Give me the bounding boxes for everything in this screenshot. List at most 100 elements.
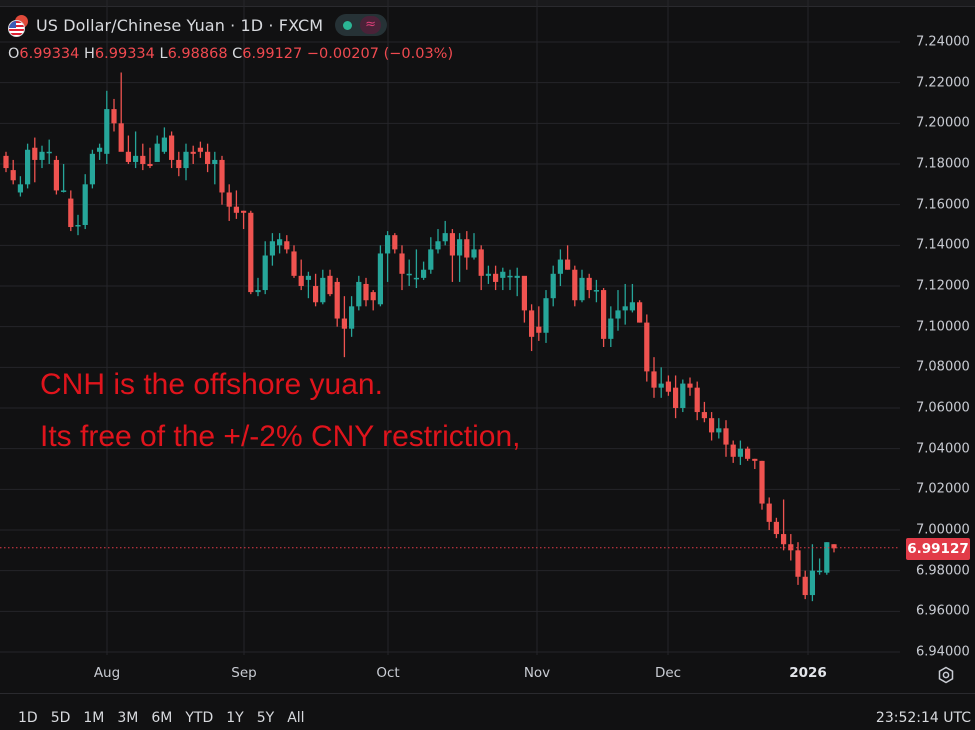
candle[interactable] bbox=[10, 159, 16, 185]
candle[interactable] bbox=[442, 220, 448, 246]
candle[interactable] bbox=[701, 401, 707, 423]
candle[interactable] bbox=[349, 296, 355, 337]
candle[interactable] bbox=[557, 249, 563, 286]
candle[interactable] bbox=[629, 283, 635, 313]
candle[interactable] bbox=[284, 235, 290, 254]
candle[interactable] bbox=[147, 147, 153, 169]
candle[interactable] bbox=[176, 151, 182, 177]
candle[interactable] bbox=[370, 290, 376, 311]
candle[interactable] bbox=[680, 379, 686, 413]
candle[interactable] bbox=[809, 544, 815, 602]
candle[interactable] bbox=[183, 143, 189, 181]
candle[interactable] bbox=[817, 558, 823, 575]
candle[interactable] bbox=[255, 277, 261, 297]
candle[interactable] bbox=[615, 290, 621, 331]
candle[interactable] bbox=[788, 534, 794, 561]
candle[interactable] bbox=[457, 233, 463, 282]
candle[interactable] bbox=[385, 231, 391, 282]
candle[interactable] bbox=[658, 367, 664, 398]
candle[interactable] bbox=[637, 300, 643, 323]
candle[interactable] bbox=[565, 245, 571, 270]
candle[interactable] bbox=[536, 306, 542, 341]
candle[interactable] bbox=[529, 304, 535, 352]
candle[interactable] bbox=[46, 139, 52, 164]
range-button-6m[interactable]: 6M bbox=[151, 710, 173, 726]
candle[interactable] bbox=[298, 259, 304, 291]
candle[interactable] bbox=[608, 306, 614, 347]
candle[interactable] bbox=[550, 265, 556, 307]
candle[interactable] bbox=[622, 283, 628, 325]
range-button-1y[interactable]: 1Y bbox=[226, 710, 244, 726]
candle[interactable] bbox=[421, 261, 427, 280]
candle[interactable] bbox=[241, 210, 247, 230]
candle[interactable] bbox=[435, 229, 441, 254]
candle[interactable] bbox=[233, 190, 239, 219]
candle[interactable] bbox=[406, 259, 412, 286]
candle[interactable] bbox=[730, 440, 736, 463]
candle[interactable] bbox=[226, 184, 232, 221]
candle[interactable] bbox=[363, 277, 369, 307]
candle[interactable] bbox=[269, 233, 275, 266]
candle[interactable] bbox=[377, 245, 383, 307]
candle[interactable] bbox=[428, 237, 434, 274]
candle[interactable] bbox=[133, 131, 139, 169]
candle[interactable] bbox=[773, 517, 779, 539]
candle[interactable] bbox=[53, 155, 59, 195]
candle[interactable] bbox=[111, 98, 117, 132]
range-button-1d[interactable]: 1D bbox=[18, 710, 38, 726]
candle[interactable] bbox=[413, 249, 419, 289]
wave-icon[interactable]: ≈ bbox=[360, 16, 382, 34]
candle[interactable] bbox=[716, 418, 722, 439]
candle[interactable] bbox=[673, 375, 679, 419]
candle[interactable] bbox=[89, 149, 95, 189]
candle[interactable] bbox=[665, 375, 671, 396]
candle[interactable] bbox=[802, 570, 808, 600]
candle[interactable] bbox=[579, 269, 585, 303]
candle[interactable] bbox=[514, 267, 520, 297]
settings-gear-icon[interactable] bbox=[937, 666, 955, 684]
candle[interactable] bbox=[507, 269, 513, 291]
candle[interactable] bbox=[118, 72, 124, 152]
candle[interactable] bbox=[392, 233, 398, 254]
candle[interactable] bbox=[795, 542, 801, 585]
candle[interactable] bbox=[190, 145, 196, 164]
range-button-1m[interactable]: 1M bbox=[83, 710, 105, 726]
candle[interactable] bbox=[759, 460, 765, 510]
candle[interactable] bbox=[399, 245, 405, 291]
candle[interactable] bbox=[39, 145, 45, 169]
range-button-5d[interactable]: 5D bbox=[50, 710, 71, 726]
symbol-title[interactable]: US Dollar/Chinese Yuan · 1D · FXCM bbox=[36, 15, 324, 35]
candle[interactable] bbox=[61, 163, 67, 193]
symbol-header[interactable]: US Dollar/Chinese Yuan · 1D · FXCM ≈ bbox=[8, 14, 388, 37]
candle[interactable] bbox=[824, 542, 830, 575]
candle[interactable] bbox=[694, 381, 700, 421]
candle[interactable] bbox=[709, 412, 715, 441]
candle[interactable] bbox=[543, 290, 549, 343]
candle[interactable] bbox=[449, 229, 455, 282]
candle[interactable] bbox=[212, 151, 218, 185]
candle[interactable] bbox=[140, 143, 146, 171]
candle[interactable] bbox=[25, 143, 31, 189]
clock[interactable]: 23:52:14 UTC bbox=[875, 710, 971, 726]
candle[interactable] bbox=[521, 275, 527, 323]
candle[interactable] bbox=[75, 214, 81, 236]
candlestick-chart[interactable] bbox=[0, 0, 900, 655]
candle[interactable] bbox=[154, 135, 160, 162]
candle[interactable] bbox=[500, 267, 506, 291]
candle[interactable] bbox=[723, 420, 729, 457]
status-pill[interactable]: ≈ bbox=[335, 14, 388, 36]
candle[interactable] bbox=[305, 271, 311, 299]
candle[interactable] bbox=[327, 269, 333, 297]
candle[interactable] bbox=[644, 314, 650, 382]
candle[interactable] bbox=[17, 176, 23, 197]
range-button-ytd[interactable]: YTD bbox=[185, 710, 214, 726]
candle[interactable] bbox=[745, 446, 751, 461]
candle[interactable] bbox=[586, 273, 592, 299]
candle[interactable] bbox=[205, 143, 211, 173]
candle[interactable] bbox=[601, 288, 607, 347]
time-axis[interactable]: Aug Sep Oct Nov Dec 2026 bbox=[0, 655, 975, 694]
candle[interactable] bbox=[68, 190, 74, 232]
candle[interactable] bbox=[219, 155, 225, 205]
candle[interactable] bbox=[766, 497, 772, 530]
candle[interactable] bbox=[197, 141, 203, 158]
